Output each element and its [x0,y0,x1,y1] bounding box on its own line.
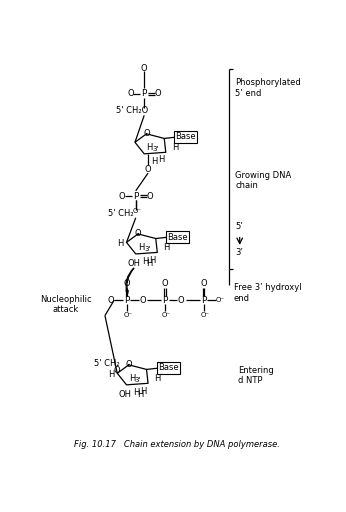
Text: O: O [127,89,134,98]
Text: O: O [135,229,142,238]
Text: O⁻: O⁻ [200,312,210,318]
Text: 3': 3' [144,246,151,252]
Text: P: P [142,89,147,98]
Text: O: O [155,89,161,98]
Text: H: H [146,260,153,268]
Text: O: O [126,359,132,369]
Text: H: H [140,387,147,395]
Text: H: H [172,143,178,152]
Text: Base: Base [167,232,188,242]
Text: Base: Base [175,133,196,141]
Text: H: H [143,257,149,266]
Text: O: O [119,191,125,201]
Text: O⁻: O⁻ [133,208,142,214]
Text: OH: OH [118,390,131,399]
Text: Phosphorylated
5’ end: Phosphorylated 5’ end [235,78,301,98]
Text: 5’: 5’ [236,223,244,231]
Text: O: O [107,295,113,305]
Text: 5' CH₂: 5' CH₂ [108,208,133,218]
Text: P: P [133,191,138,201]
Text: 3’: 3’ [236,248,244,257]
Text: H: H [158,156,164,164]
Text: O: O [200,280,207,288]
Text: OH: OH [128,260,141,268]
Text: O: O [146,191,153,201]
Text: H: H [129,374,135,383]
FancyArrowPatch shape [126,268,134,294]
Text: O: O [139,295,146,305]
Text: Growing DNA
chain: Growing DNA chain [235,171,291,190]
Text: O: O [162,280,168,288]
Text: H: H [163,243,170,252]
Text: H: H [133,388,140,397]
Text: O⁻: O⁻ [162,312,171,318]
Text: 5' CH₂: 5' CH₂ [94,359,119,368]
Text: O: O [143,129,150,138]
Text: 3': 3' [135,377,141,383]
Text: H: H [108,370,114,379]
Text: Fig. 10.17   Chain extension by DNA polymerase.: Fig. 10.17 Chain extension by DNA polyme… [74,440,280,450]
Text: O: O [123,280,130,288]
Text: O⁻: O⁻ [124,312,133,318]
Text: P: P [201,295,206,305]
Text: P: P [124,295,129,305]
Text: 5' CH₂O: 5' CH₂O [116,106,148,115]
Text: H: H [149,255,156,265]
Text: O: O [178,295,184,305]
Text: P: P [162,295,168,305]
Text: O⁻: O⁻ [216,297,225,303]
FancyArrowPatch shape [126,268,134,293]
Text: Nucleophilic
attack: Nucleophilic attack [40,295,91,314]
Text: O: O [141,64,147,73]
Text: Base: Base [158,364,179,372]
Text: H: H [137,390,144,399]
Text: H: H [138,243,144,252]
Text: Free 3’ hydroxyl
end: Free 3’ hydroxyl end [234,283,301,303]
Text: O: O [145,165,152,174]
Text: 3': 3' [153,146,159,152]
Text: H: H [117,240,124,248]
Text: Entering
d NTP: Entering d NTP [238,366,274,386]
Text: H: H [154,374,161,383]
Text: H: H [151,157,157,166]
Text: H: H [146,143,153,152]
Text: O: O [114,367,120,375]
